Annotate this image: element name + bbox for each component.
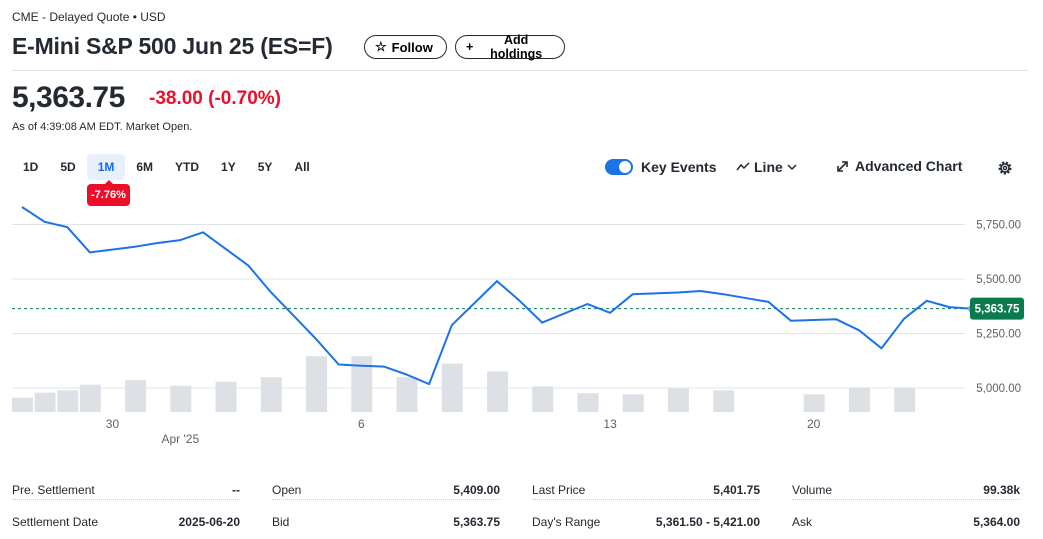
header-divider xyxy=(12,70,1028,71)
volume-bar xyxy=(306,356,328,412)
range-button-1m[interactable]: 1M xyxy=(86,154,126,180)
range-button-6m[interactable]: 6M xyxy=(136,160,154,174)
quote-stats: Pre. Settlement -- Open 5,409.00 Last Pric… xyxy=(12,480,1022,539)
x-tick-label: 20 xyxy=(807,417,821,431)
price-change: -38.00 (-0.70%) xyxy=(149,88,281,110)
current-price: 5,363.75 xyxy=(12,81,125,114)
add-holdings-label: Add holdings xyxy=(490,33,543,61)
volume-bar xyxy=(803,394,825,412)
stat-volume: Volume 99.38k xyxy=(792,480,1020,500)
follow-button[interactable]: ☆ Follow xyxy=(364,35,447,59)
volume-bar xyxy=(487,371,508,412)
y-tick-label: 5,500.00 xyxy=(976,274,1021,286)
stat-bid: Bid 5,363.75 xyxy=(272,515,500,529)
volume-bar xyxy=(79,384,101,412)
key-events-toggle[interactable] xyxy=(605,159,633,175)
gear-icon[interactable] xyxy=(996,159,1014,177)
volume-bar xyxy=(894,387,916,412)
expand-icon xyxy=(837,160,848,172)
volume-bar xyxy=(260,377,282,412)
stat-days-range: Day's Range 5,361.50 - 5,421.00 xyxy=(532,515,760,529)
plus-icon: + xyxy=(466,40,474,54)
key-events-label[interactable]: Key Events xyxy=(641,159,717,175)
chart-type-dropdown[interactable]: Line xyxy=(736,159,797,175)
volume-bar xyxy=(170,385,192,412)
chart-type-label: Line xyxy=(754,159,783,175)
volume-bar xyxy=(351,356,373,412)
x-tick-label: 30 xyxy=(106,417,120,431)
range-button-ytd[interactable]: YTD xyxy=(175,160,200,174)
y-tick-label: 5,000.00 xyxy=(976,383,1021,395)
star-icon: ☆ xyxy=(375,39,387,54)
x-tick-label: 6 xyxy=(358,417,365,431)
volume-bar xyxy=(12,397,33,412)
current-price-tag-label: 5,363.75 xyxy=(975,304,1020,316)
x-tick-label: 13 xyxy=(603,417,617,431)
range-button-1d[interactable]: 1D xyxy=(23,160,39,174)
volume-bar xyxy=(215,381,237,412)
advanced-chart-button[interactable]: Advanced Chart xyxy=(836,158,962,174)
volume-bar xyxy=(396,377,418,412)
y-tick-label: 5,750.00 xyxy=(976,219,1021,231)
range-button-all[interactable]: All xyxy=(294,160,310,174)
stats-row: Pre. Settlement -- Open 5,409.00 Last Pric… xyxy=(12,480,1022,512)
price-change-percent: (-0.70%) xyxy=(208,88,282,109)
volume-bar xyxy=(848,387,870,412)
y-tick-label: 5,250.00 xyxy=(976,328,1021,340)
range-button-1y[interactable]: 1Y xyxy=(221,160,236,174)
volume-bar xyxy=(532,386,554,412)
page-title: E-Mini S&P 500 Jun 25 (ES=F) xyxy=(12,33,333,59)
range-change-badge: -7.76% xyxy=(87,180,130,206)
stat-last-price: Last Price 5,401.75 xyxy=(532,480,760,500)
exchange-info: CME - Delayed Quote • USD xyxy=(12,10,166,24)
volume-bar xyxy=(577,393,599,412)
chevron-down-icon xyxy=(787,164,797,170)
stat-settlement-date: Settlement Date 2025-06-20 xyxy=(12,515,240,529)
volume-bar xyxy=(34,392,56,412)
price-series-line xyxy=(21,206,973,386)
range-button-5d[interactable]: 5D xyxy=(60,160,76,174)
volume-bar xyxy=(622,394,644,412)
range-button-5y[interactable]: 5Y xyxy=(257,160,273,174)
x-month-label: Apr '25 xyxy=(162,432,200,446)
stat-open: Open 5,409.00 xyxy=(272,480,500,500)
price-chart[interactable]: 5,750.00 5,500.00 5,250.00 5,000.00 5,363.75… xyxy=(0,195,1043,455)
follow-label: Follow xyxy=(391,39,433,55)
volume-bar xyxy=(667,388,689,412)
volume-bar xyxy=(713,390,735,412)
quote-timestamp: As of 4:39:08 AM EDT. Market Open. xyxy=(12,121,193,133)
price-change-value: -38.00 xyxy=(149,88,203,109)
stat-ask: Ask 5,364.00 xyxy=(792,515,1020,529)
current-price-tag xyxy=(970,297,1024,320)
range-selector: 1D 5D 1M 6M YTD 1Y 5Y All xyxy=(12,154,321,180)
volume-bar xyxy=(57,390,79,412)
line-chart-icon xyxy=(736,162,750,171)
stats-row: Settlement Date 2025-06-20 Bid 5,363.75 Da… xyxy=(12,512,1022,539)
stat-pre-settlement: Pre. Settlement -- xyxy=(12,480,240,500)
advanced-chart-label: Advanced Chart xyxy=(855,158,963,174)
volume-bar xyxy=(125,380,147,412)
add-holdings-button[interactable]: + Add holdings xyxy=(455,33,565,61)
volume-bar xyxy=(441,363,463,412)
